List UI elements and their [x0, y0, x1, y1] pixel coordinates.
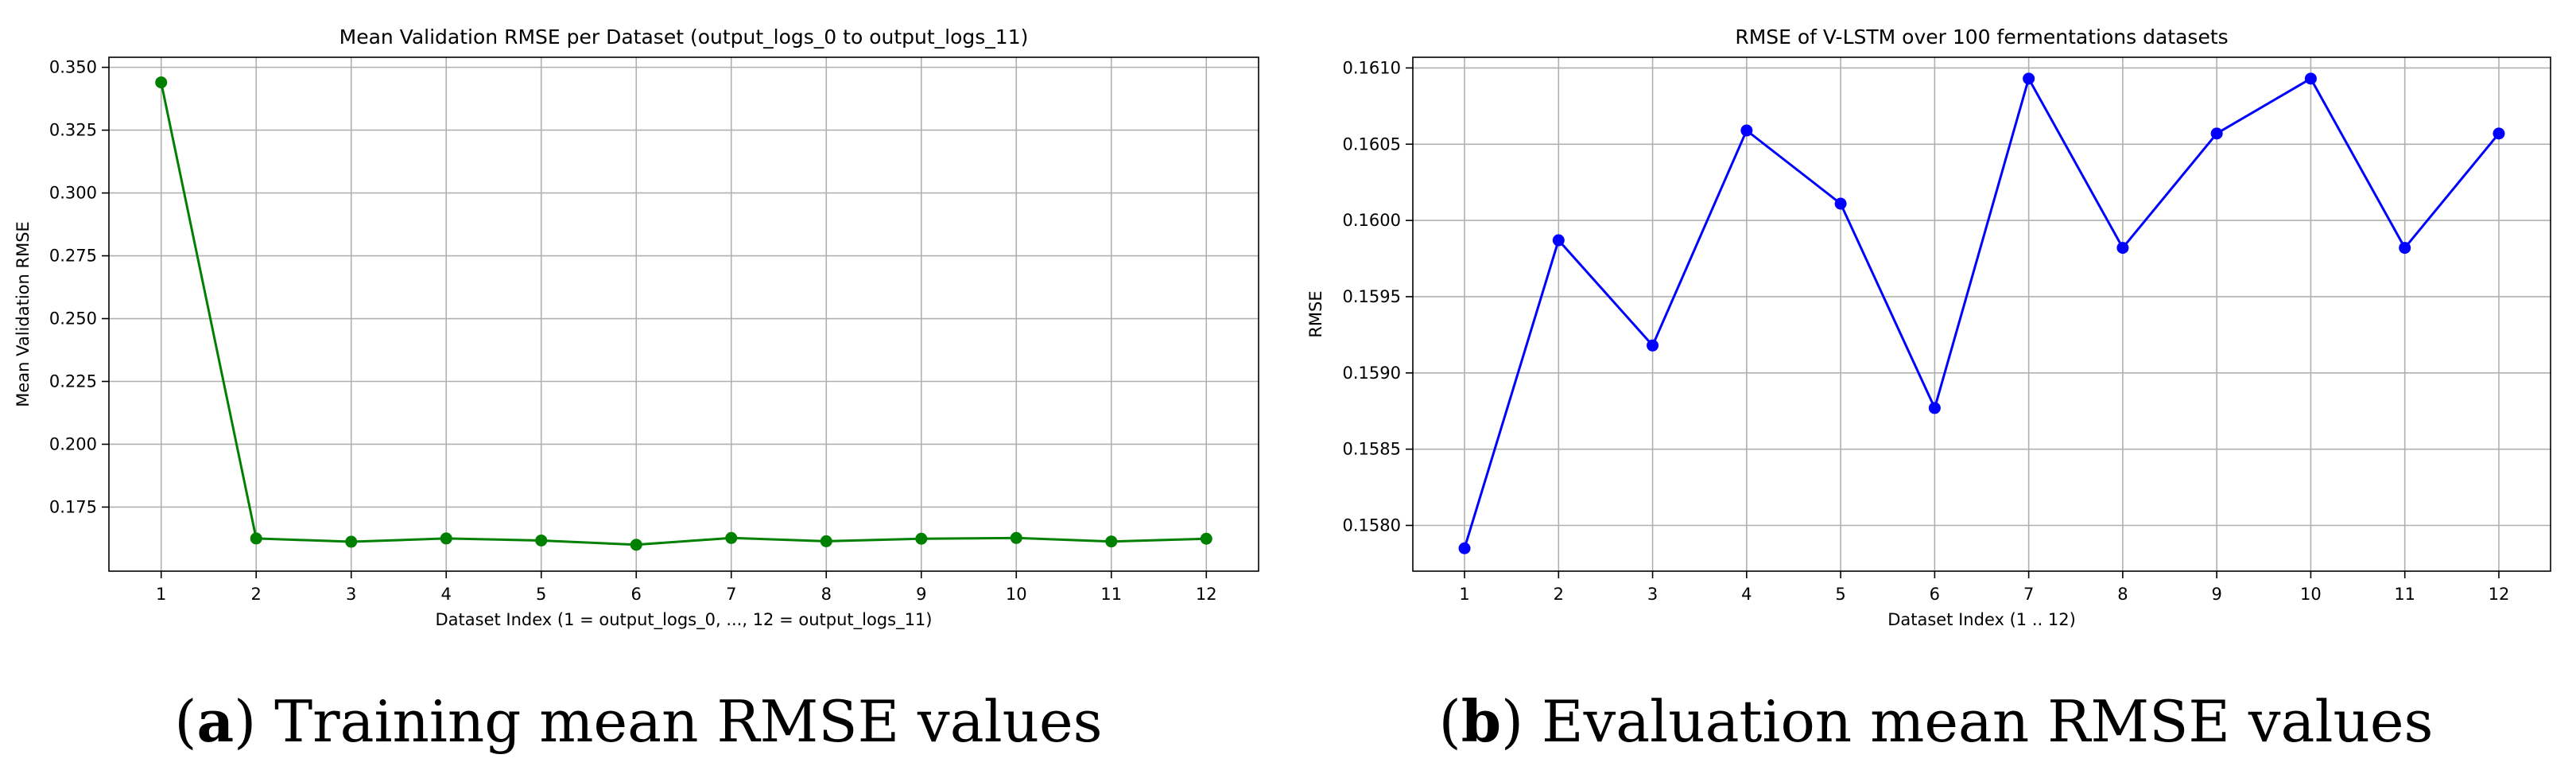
x-tick-label: 9	[916, 585, 926, 604]
evaluation-rmse-line	[1463, 77, 2500, 549]
data-point	[345, 535, 358, 548]
x-tick-label: 4	[1741, 585, 1752, 604]
y-axis-ticks: 0.175 0.200 0.225 0.250 0.275 0.300 0.325 0.350	[49, 58, 109, 516]
y-tick-label: 0.1595	[1343, 287, 1401, 306]
x-tick-label: 6	[1930, 585, 1940, 604]
chart-title: Mean Validation RMSE per Dataset (output…	[339, 25, 1029, 49]
y-tick-label: 0.275	[49, 247, 97, 266]
caption-b: (b) Evaluation mean RMSE values	[1439, 687, 2434, 755]
x-tick-label: 5	[1835, 585, 1845, 604]
data-point	[535, 534, 548, 546]
data-point	[2210, 127, 2223, 140]
y-tick-label: 0.325	[49, 121, 97, 140]
data-point	[1552, 234, 1565, 247]
x-axis-label: Dataset Index (1 .. 12)	[1887, 610, 2076, 629]
data-point	[2399, 242, 2411, 255]
training-rmse-chart: 1 2 3 4 5 6 7 8 9 10 11 12 0.1750.2000.2250.2500.27…	[14, 25, 1259, 755]
data-point	[2116, 242, 2129, 255]
x-tick-label: 2	[1554, 585, 1564, 604]
y-axis-label: RMSE	[1306, 290, 1325, 337]
data-point	[630, 539, 642, 551]
chart-title: RMSE of V-LSTM over 100 fermentations da…	[1735, 25, 2228, 49]
x-tick-label: 10	[1006, 585, 1027, 604]
x-tick-label: 11	[1100, 585, 1122, 604]
data-point	[440, 532, 452, 545]
y-tick-label: 0.1605	[1343, 134, 1401, 154]
x-tick-label: 9	[2211, 585, 2221, 604]
x-tick-label: 8	[2117, 585, 2128, 604]
y-tick-label: 0.200	[49, 434, 97, 453]
data-point	[820, 535, 832, 547]
data-point	[1740, 124, 1753, 137]
data-point	[1105, 535, 1118, 548]
x-axis-label: Dataset Index (1 = output_logs_0, ..., 1…	[435, 610, 932, 630]
data-point	[1834, 197, 1847, 210]
x-tick-label: 2	[251, 585, 262, 604]
x-tick-label: 8	[821, 585, 832, 604]
grid-lines	[109, 57, 1259, 571]
data-point	[1458, 542, 1471, 554]
data-point	[2304, 72, 2317, 85]
x-tick-label: 7	[726, 585, 736, 604]
x-tick-label: 7	[2023, 585, 2034, 604]
x-tick-label: 4	[441, 585, 452, 604]
data-point	[915, 532, 928, 545]
x-tick-label: 12	[2489, 585, 2510, 604]
data-point	[1928, 402, 1941, 414]
y-tick-label: 0.300	[49, 184, 97, 203]
y-tick-label: 0.225	[49, 372, 97, 391]
caption-a: (a) Training mean RMSE values	[174, 687, 1102, 755]
caption-text: Training mean RMSE values	[274, 688, 1102, 755]
data-point	[250, 532, 262, 545]
x-tick-label: 3	[346, 585, 356, 604]
caption-label: a	[196, 687, 234, 755]
evaluation-rmse-chart: 1 2 3 4 5 6 7 8 9 10 11 12 0.15800.15850.15900.1595…	[1306, 25, 2551, 755]
y-tick-label: 0.1590	[1343, 364, 1401, 383]
y-tick-label: 0.175	[49, 497, 97, 516]
x-tick-label: 10	[2300, 585, 2322, 604]
x-tick-label: 3	[1647, 585, 1658, 604]
y-tick-label: 0.250	[49, 309, 97, 329]
y-tick-label: 0.1585	[1343, 440, 1401, 459]
grid-lines	[1413, 57, 2551, 571]
data-point	[1010, 531, 1022, 544]
training-rmse-line	[160, 82, 1207, 546]
data-point	[1647, 339, 1659, 352]
x-tick-label: 5	[536, 585, 546, 604]
data-point	[1200, 532, 1212, 545]
x-tick-label: 12	[1196, 585, 1217, 604]
x-tick-label: 1	[156, 585, 166, 604]
data-points	[155, 76, 1212, 551]
y-axis-ticks: 0.1580 0.1585 0.1590 0.1595 0.1600 0.1605 0.16…	[1343, 58, 1413, 535]
y-tick-label: 0.1610	[1343, 58, 1401, 77]
caption-label: b	[1461, 687, 1501, 755]
caption-text: Evaluation mean RMSE values	[1542, 688, 2433, 755]
data-point	[725, 531, 738, 544]
x-tick-label: 11	[2394, 585, 2415, 604]
plot-frame	[1412, 56, 2551, 572]
y-tick-label: 0.1580	[1343, 515, 1401, 535]
y-tick-label: 0.350	[49, 58, 97, 77]
x-tick-label: 6	[631, 585, 642, 604]
plot-frame	[108, 56, 1259, 572]
data-point	[2023, 72, 2035, 85]
x-tick-label: 1	[1459, 585, 1469, 604]
x-axis-ticks: 1 2 3 4 5 6 7 8 9 10 11 12	[156, 571, 1217, 604]
data-point	[2493, 127, 2505, 140]
x-axis-ticks: 1 2 3 4 5 6 7 8 9 10 11 12	[1459, 571, 2509, 604]
data-point	[155, 76, 168, 89]
data-points	[1458, 72, 2505, 554]
y-tick-label: 0.1600	[1343, 211, 1401, 230]
y-axis-label: Mean Validation RMSE	[14, 221, 33, 407]
